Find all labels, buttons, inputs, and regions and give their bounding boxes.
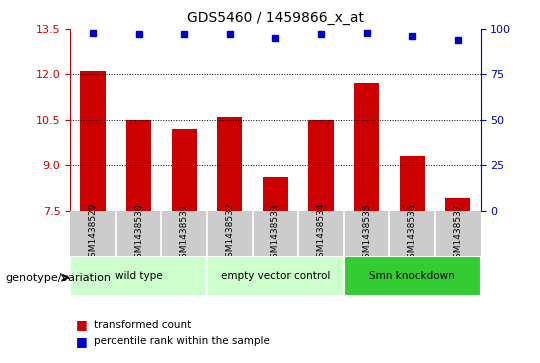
Text: GSM1438530: GSM1438530 — [134, 203, 143, 264]
Text: percentile rank within the sample: percentile rank within the sample — [94, 336, 271, 346]
Text: GSM1438535: GSM1438535 — [362, 203, 371, 264]
Text: ■: ■ — [76, 318, 87, 331]
Text: GSM1438529: GSM1438529 — [89, 203, 98, 264]
Bar — [80, 72, 105, 211]
Text: GSM1438534: GSM1438534 — [316, 203, 326, 264]
Text: GSM1438532: GSM1438532 — [225, 203, 234, 264]
Bar — [263, 177, 288, 211]
Text: GSM1438531: GSM1438531 — [180, 203, 188, 264]
Text: Smn knockdown: Smn knockdown — [369, 271, 455, 281]
Bar — [344, 256, 481, 296]
Text: wild type: wild type — [115, 271, 163, 281]
Text: GSM1438536: GSM1438536 — [408, 203, 417, 264]
Text: genotype/variation: genotype/variation — [5, 273, 111, 283]
Text: empty vector control: empty vector control — [221, 271, 330, 281]
Title: GDS5460 / 1459866_x_at: GDS5460 / 1459866_x_at — [187, 11, 364, 25]
Bar — [172, 129, 197, 211]
Bar — [207, 256, 344, 296]
Text: transformed count: transformed count — [94, 320, 192, 330]
Bar — [446, 199, 470, 211]
Text: GSM1438537: GSM1438537 — [453, 203, 462, 264]
Bar — [400, 156, 425, 211]
Bar — [126, 120, 151, 211]
Bar — [70, 256, 207, 296]
Text: GSM1438533: GSM1438533 — [271, 203, 280, 264]
Bar — [354, 83, 379, 211]
Bar — [217, 117, 242, 211]
Bar — [308, 120, 334, 211]
Text: ■: ■ — [76, 335, 87, 348]
